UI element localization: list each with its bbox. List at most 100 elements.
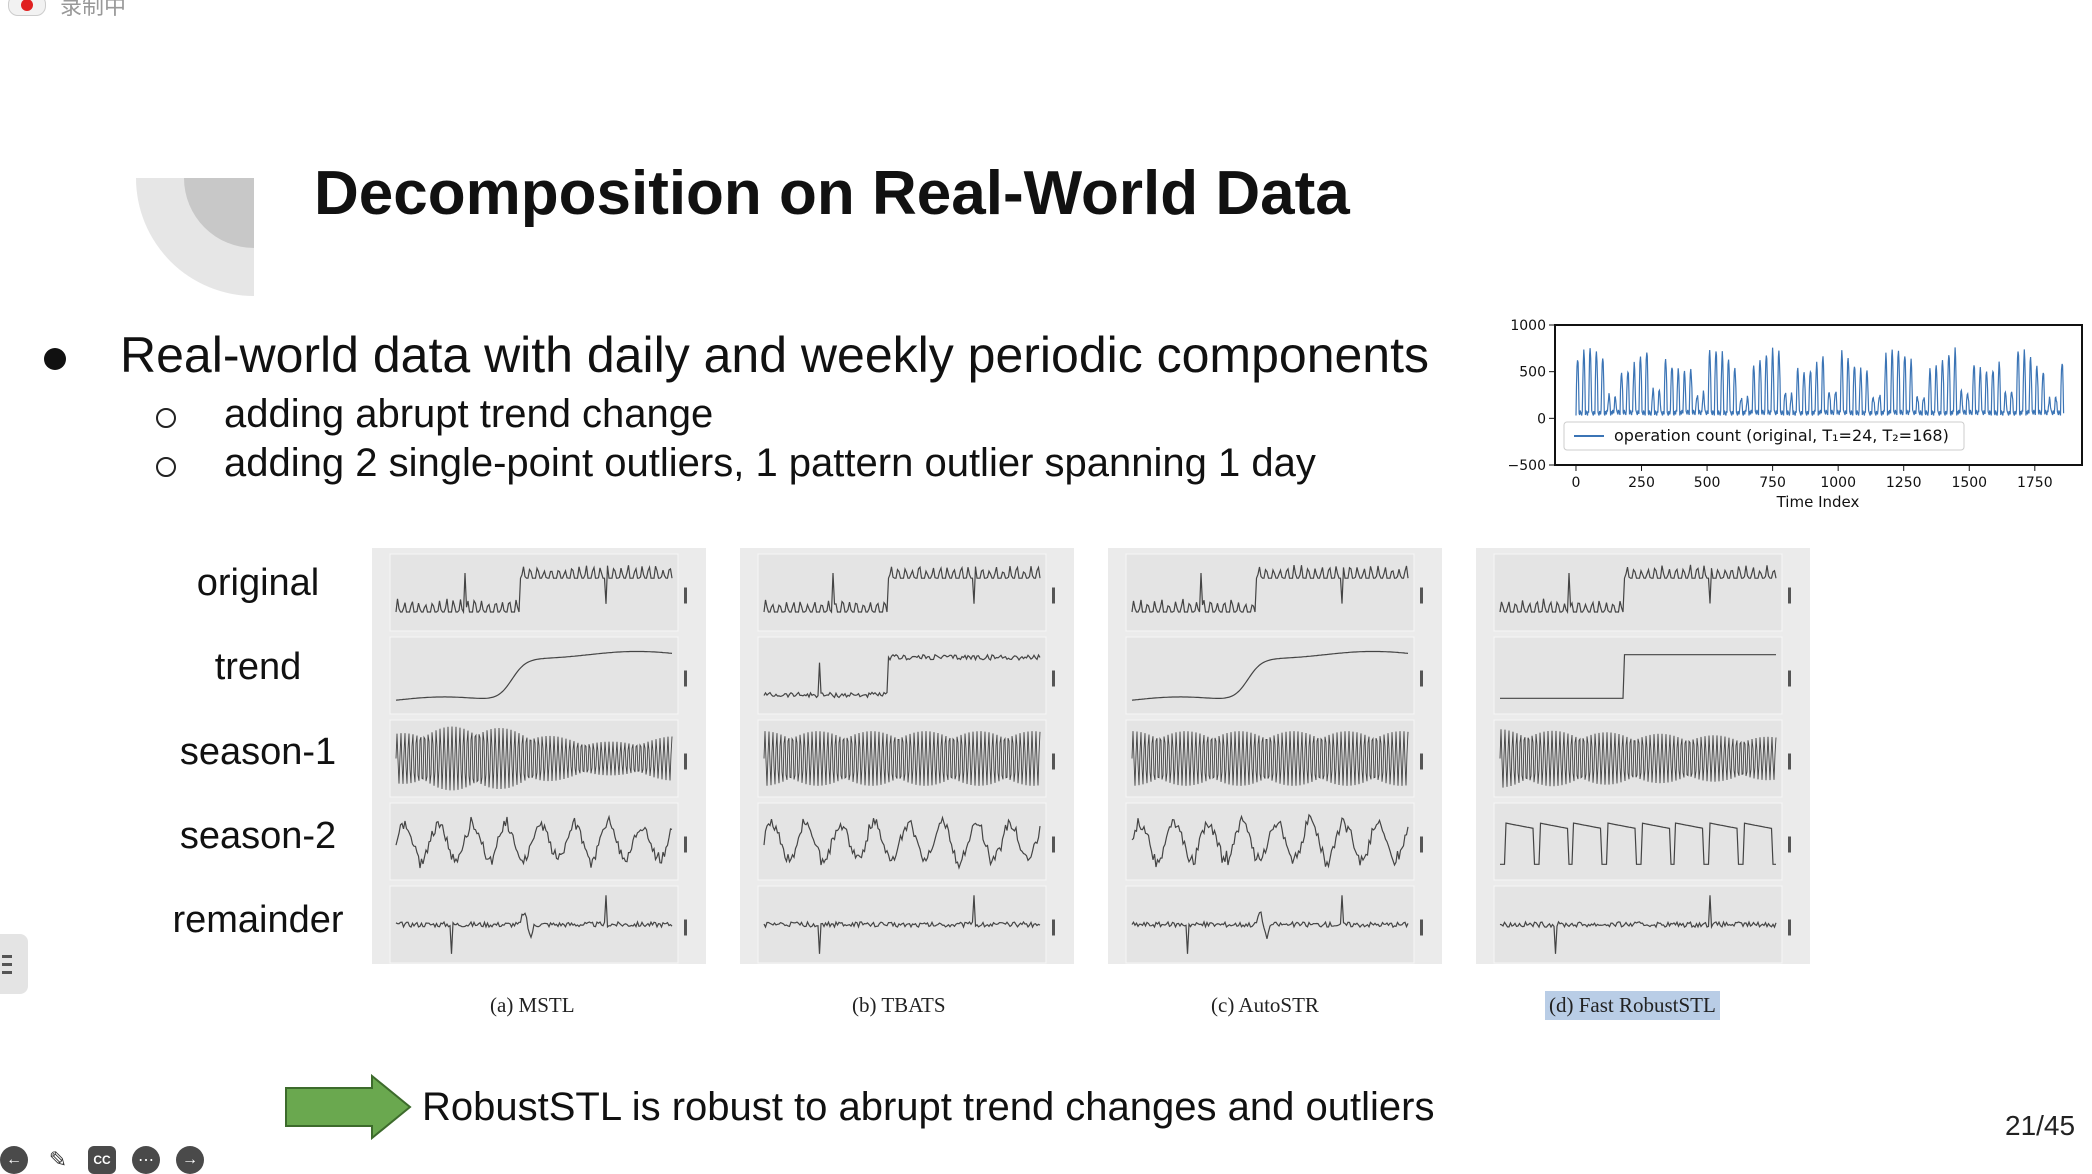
subplot-line-season1 [395,726,673,791]
more-icon[interactable]: ⋯ [132,1146,160,1174]
sub-bullet-text: adding abrupt trend change [224,392,714,436]
subplot-bg [389,636,679,715]
subplot-bg [1493,636,1783,715]
subplot-scale-bar [684,753,687,770]
subplot-line-season1 [763,731,1041,786]
subplot-line-original [763,565,1041,614]
side-panel-toggle[interactable] [0,934,28,994]
subplot-bg [757,553,1047,632]
subplot-scale-bar [1788,753,1791,770]
sub-bullet-text: adding 2 single-point outliers, 1 patter… [224,441,1316,485]
subplot-line-trend [395,650,673,701]
subplot-scale-bar [1420,919,1423,936]
subplot-line-remainder [1499,895,1777,954]
subplot-line-original [395,565,673,615]
subplot-line-remainder [395,895,673,954]
subplot-bg [1493,802,1783,881]
subplot-line-season2 [1500,822,1776,865]
subplot-scale-bar [684,836,687,853]
subplot-line-original [1131,564,1409,613]
x-tick-label: 250 [1628,475,1655,491]
y-tick-label: 1000 [1510,318,1546,334]
conclusion-text: RobustSTL is robust to abrupt trend chan… [422,1085,1435,1129]
legend-label: operation count (original, T₁=24, T₂=168… [1614,426,1949,445]
row-label-season-2: season-2 [179,815,337,857]
row-label-season-1: season-1 [179,731,337,773]
subplot-line-season2 [763,815,1041,870]
cc-icon[interactable]: CC [88,1146,116,1174]
caption-autostr: (c) AutoSTR [1211,993,1319,1017]
subplot-line-season2 [395,814,673,869]
decomposition-panel-tbats [740,548,1074,964]
playback-controls: ← ✎ CC ⋯ → [0,1146,204,1174]
series-line-operation-count [1575,347,2065,416]
row-label-remainder: remainder [172,899,344,941]
row-label-trend: trend [214,646,302,688]
prev-icon[interactable]: ← [0,1146,28,1174]
record-icon [8,0,46,16]
decorative-arc-icon [136,178,254,296]
subplot-line-season1 [1499,729,1777,788]
subplot-scale-bar [1052,587,1055,604]
recording-status: 录制中 [60,0,127,19]
decomposition-panel-autostr [1108,548,1442,964]
x-tick-label: 1750 [2017,475,2053,491]
subplot-bg [389,553,679,632]
slide-title: Decomposition on Real-World Data [314,159,1350,228]
decomposition-panel-fast-robuststl [1476,548,1810,964]
decomposition-panel-mstl [372,548,706,964]
subplot-bg [757,636,1047,715]
x-tick-label: 1500 [1951,475,1987,491]
sub-bullet-icon [156,457,176,477]
next-icon[interactable]: → [176,1146,204,1174]
row-label-original: original [196,562,320,604]
caption-tbats: (b) TBATS [852,993,946,1017]
subplot-line-season1 [1131,731,1409,786]
subplot-scale-bar [1420,670,1423,687]
subplot-line-original [1499,564,1777,615]
x-tick-label: 1000 [1820,475,1856,491]
green-arrow-icon [285,1074,412,1140]
recording-indicator[interactable]: 录制中 [8,0,127,19]
subplot-scale-bar [1052,670,1055,687]
subplot-scale-bar [1052,836,1055,853]
subplot-line-trend [1500,654,1776,699]
x-axis-label: Time Index [1776,493,1860,511]
x-tick-label: 750 [1759,475,1786,491]
subplot-scale-bar [684,587,687,604]
subplot-bg [757,802,1047,881]
x-tick-label: 0 [1572,475,1581,491]
x-tick-label: 1250 [1886,475,1922,491]
caption-fast-robuststl: (d) Fast RobustSTL [1545,991,1720,1020]
subplot-scale-bar [1788,919,1791,936]
subplot-line-trend [763,653,1041,699]
legend-box [1563,421,1965,451]
subplot-scale-bar [1788,587,1791,604]
subplot-line-remainder [763,895,1041,954]
subplot-bg [1125,553,1415,632]
subplot-bg [389,802,679,881]
subplot-scale-bar [684,670,687,687]
sub-bullet-icon [156,408,176,428]
caption-mstl: (a) MSTL [490,993,575,1017]
page-number: 21/45 [2005,1110,2076,1141]
subplot-scale-bar [1788,836,1791,853]
y-tick-label: 0 [1537,411,1546,427]
subplot-scale-bar [1788,670,1791,687]
bullet-icon [44,348,66,370]
subplot-line-season2 [1131,813,1409,869]
subplot-line-trend [1131,650,1409,701]
subplot-scale-bar [1420,753,1423,770]
bullet-main-text: Real-world data with daily and weekly pe… [120,327,1430,383]
subplot-scale-bar [1052,753,1055,770]
subplot-scale-bar [1420,587,1423,604]
subplot-line-remainder [1131,895,1409,954]
subplot-scale-bar [1420,836,1423,853]
subplot-scale-bar [1052,919,1055,936]
subplot-scale-bar [684,919,687,936]
subplot-bg [1125,636,1415,715]
subplot-bg [1125,802,1415,881]
pen-icon[interactable]: ✎ [48,1147,68,1172]
y-tick-label: −500 [1508,458,1546,474]
